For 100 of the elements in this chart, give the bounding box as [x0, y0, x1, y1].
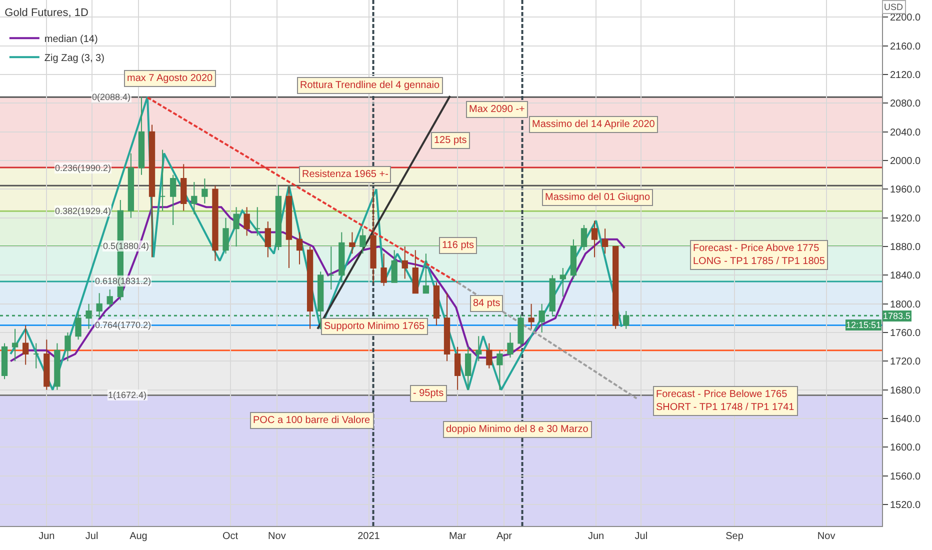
- candlestick: [454, 346, 461, 390]
- annotation: 0.236(1990.2): [55, 163, 112, 173]
- candlestick: [560, 268, 566, 298]
- candlestick: [128, 152, 134, 218]
- annotation: Resistenza 1965 +-: [302, 169, 388, 180]
- candlestick: [391, 250, 398, 283]
- y-tick-label: 2000.0: [890, 156, 922, 168]
- candlestick: [580, 224, 588, 251]
- candlestick: [233, 206, 240, 248]
- x-tick-label: 2021: [358, 531, 380, 542]
- candlestick: [433, 282, 440, 326]
- annotation: 125 pts: [434, 135, 467, 146]
- y-tick-label: 2040.0: [890, 127, 922, 138]
- legend-label: Zig Zag (3, 3): [44, 53, 104, 64]
- candlestick: [180, 164, 187, 212]
- candlestick: [64, 332, 71, 362]
- annotation: Forecast - Price Belowe 1765 SHORT - TP1 1748 / TP1 1741: [656, 389, 795, 413]
- candlestick: [1, 342, 8, 380]
- candlestick: [602, 228, 608, 254]
- annotation: 0.382(1929.4): [55, 206, 112, 216]
- y-tick-label: 1680.0: [890, 385, 922, 396]
- candlestick: [54, 342, 60, 390]
- candlestick: [148, 124, 156, 258]
- candlestick: [106, 289, 113, 308]
- annotation: Max 2090 -+: [469, 104, 526, 115]
- candlestick: [444, 292, 450, 362]
- candlestick: [412, 250, 418, 294]
- candlestick: [486, 342, 492, 369]
- x-tick-label: Aug: [130, 531, 148, 542]
- annotation: Massimo del 01 Giugno: [545, 192, 650, 203]
- candlestick: [507, 332, 514, 358]
- x-tick-label: Nov: [817, 531, 836, 542]
- x-tick-label: Nov: [268, 531, 286, 542]
- annotation: 0.618(1831.2): [95, 276, 152, 286]
- x-tick-label: Jun: [588, 531, 604, 542]
- legend-label: median (14): [44, 34, 98, 46]
- y-tick-label: 1720.0: [890, 356, 922, 368]
- y-tick-label: 1960.0: [890, 184, 922, 196]
- y-tick-label: 1560.0: [890, 471, 922, 482]
- annotation: 0(2088.4): [92, 92, 131, 102]
- candlestick: [296, 232, 303, 265]
- candlestick: [380, 253, 387, 286]
- x-tick-label: Jun: [38, 531, 55, 542]
- candlestick: [570, 238, 577, 280]
- y-tick-label: 2160.0: [890, 41, 922, 52]
- candlestick: [222, 217, 229, 254]
- y-tick-label: 2120.0: [890, 70, 922, 82]
- annotation: 116 pts: [442, 240, 474, 251]
- candlestick: [275, 185, 282, 251]
- candlestick: [612, 246, 619, 330]
- x-tick-label: Sep: [726, 531, 744, 542]
- candlestick: [286, 185, 292, 269]
- candlestick: [191, 182, 198, 215]
- candlestick: [244, 206, 250, 236]
- annotation: 84 pts: [473, 298, 500, 309]
- x-tick-label: Oct: [222, 531, 238, 542]
- candlestick: [328, 246, 334, 290]
- candlestick: [360, 228, 366, 254]
- annotation: doppio Minimo del 8 e 30 Marzo: [446, 424, 589, 435]
- annotation: 0.5(1880.4): [103, 241, 150, 251]
- candlestick: [370, 188, 376, 283]
- y-tick-label: 2080.0: [890, 98, 922, 110]
- y-tick-label: 1520.0: [890, 500, 922, 511]
- candlestick: [212, 185, 218, 262]
- candlestick: [159, 149, 166, 212]
- y-tick-label: 1600.0: [890, 442, 922, 454]
- y-tick-label: 1880.0: [890, 242, 922, 254]
- annotation: 0.764(1770.2): [95, 320, 152, 330]
- annotation: - 95pts: [413, 388, 444, 399]
- x-tick-label: Jul: [634, 531, 648, 542]
- candlestick: [591, 220, 598, 258]
- candlestick: [170, 174, 176, 226]
- candlestick: [338, 232, 345, 283]
- text: USD: [884, 2, 904, 12]
- candlestick: [44, 339, 50, 390]
- annotation: Supporto Minimo 1765: [324, 321, 426, 332]
- candlestick: [306, 246, 314, 330]
- candlestick: [476, 336, 482, 362]
- text: Gold Futures, 1D: [4, 6, 88, 19]
- x-tick-label: Jul: [85, 531, 98, 542]
- candlestick: [496, 350, 503, 390]
- candlestick: [22, 324, 29, 366]
- candlestick: [422, 253, 430, 294]
- candlestick: [465, 346, 472, 390]
- candlestick: [402, 246, 408, 280]
- y-tick-label: 1760.0: [890, 328, 922, 340]
- ref-line-label: 1783.5: [883, 311, 911, 321]
- candlestick: [138, 96, 145, 176]
- x-tick-label: Mar: [448, 531, 467, 542]
- candlestick: [254, 206, 260, 236]
- annotation: 12:15:51: [846, 320, 882, 330]
- candlestick: [12, 328, 18, 362]
- candlestick: [202, 178, 208, 204]
- candlestick: [528, 303, 534, 330]
- annotation: 1(1672.4): [108, 390, 147, 400]
- y-tick-label: 1920.0: [890, 213, 922, 224]
- candlestick: [33, 342, 40, 369]
- annotation: POC a 100 barre di Valore: [253, 415, 371, 426]
- annotation: max 7 Agosto 2020: [127, 73, 214, 84]
- y-tick-label: 1800.0: [890, 299, 922, 310]
